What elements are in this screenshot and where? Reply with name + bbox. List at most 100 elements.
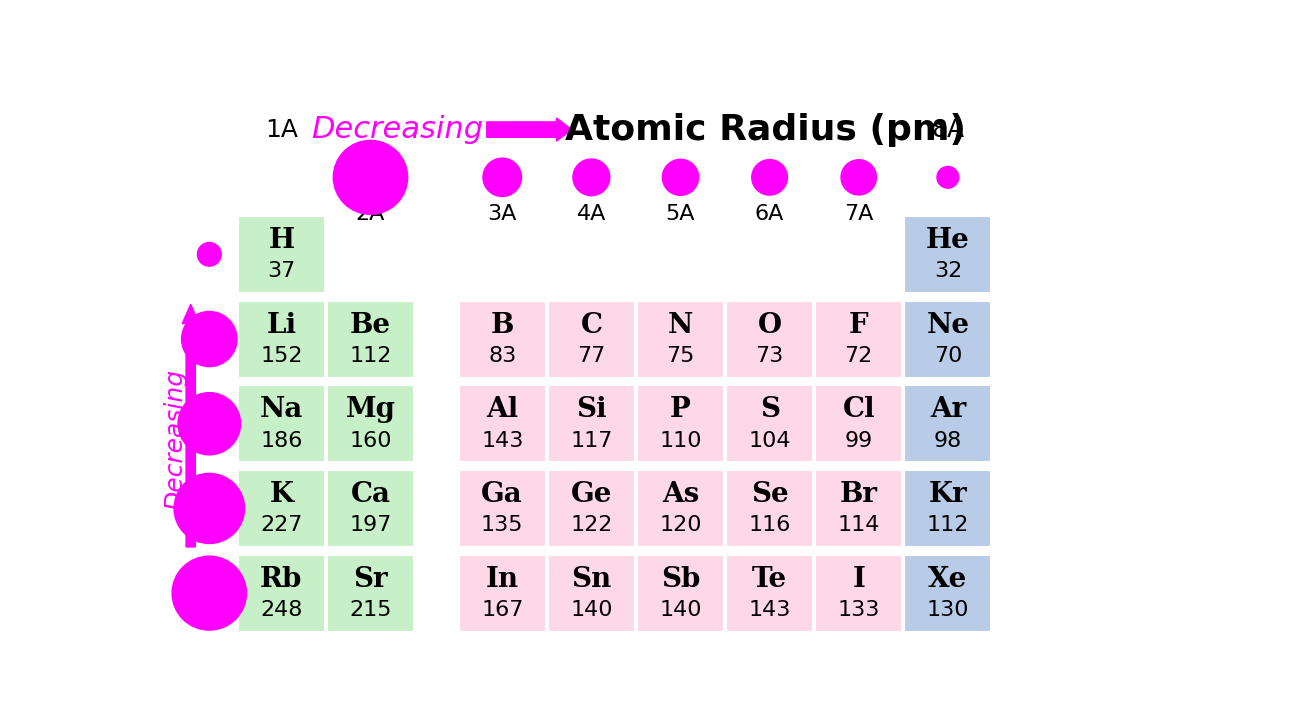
FancyBboxPatch shape (237, 385, 325, 462)
Text: 140: 140 (659, 600, 702, 620)
Text: 227: 227 (261, 515, 303, 535)
Text: Xe: Xe (929, 566, 968, 593)
Circle shape (197, 243, 221, 266)
Text: 120: 120 (659, 515, 702, 535)
FancyBboxPatch shape (328, 470, 414, 547)
Text: F: F (849, 312, 868, 339)
Text: 3A: 3A (488, 204, 517, 225)
FancyBboxPatch shape (726, 470, 813, 547)
FancyBboxPatch shape (904, 555, 991, 632)
FancyBboxPatch shape (815, 555, 902, 632)
Text: 140: 140 (570, 600, 613, 620)
Text: Decreasing: Decreasing (312, 115, 484, 144)
Circle shape (752, 160, 787, 195)
Text: 75: 75 (667, 346, 695, 366)
Text: 73: 73 (756, 346, 784, 366)
Text: 130: 130 (926, 600, 969, 620)
Text: 197: 197 (350, 515, 392, 535)
Text: 37: 37 (267, 261, 295, 281)
FancyBboxPatch shape (548, 555, 635, 632)
Text: Li: Li (266, 312, 297, 339)
Text: Cl: Cl (842, 396, 875, 423)
Text: As: As (662, 481, 699, 508)
Text: Se: Se (751, 481, 788, 508)
Text: Si: Si (577, 396, 606, 423)
Text: C: C (580, 312, 602, 339)
FancyArrow shape (182, 305, 199, 547)
FancyBboxPatch shape (459, 555, 546, 632)
Circle shape (174, 473, 245, 544)
Text: 215: 215 (350, 600, 392, 620)
FancyBboxPatch shape (726, 555, 813, 632)
Text: 186: 186 (261, 430, 303, 451)
Circle shape (937, 166, 958, 188)
Text: K: K (270, 481, 293, 508)
Text: Br: Br (840, 481, 877, 508)
Text: 99: 99 (845, 430, 873, 451)
Text: 160: 160 (350, 430, 392, 451)
FancyBboxPatch shape (548, 385, 635, 462)
Text: 116: 116 (748, 515, 791, 535)
Text: 248: 248 (261, 600, 303, 620)
Text: B: B (490, 312, 513, 339)
Text: 114: 114 (837, 515, 880, 535)
Text: N: N (668, 312, 693, 339)
Text: 98: 98 (934, 430, 962, 451)
FancyBboxPatch shape (904, 216, 991, 293)
Text: 143: 143 (748, 600, 791, 620)
Text: Ge: Ge (570, 481, 613, 508)
Text: Atomic Radius (pm): Atomic Radius (pm) (565, 113, 966, 147)
Text: P: P (670, 396, 691, 423)
Circle shape (172, 556, 246, 630)
FancyBboxPatch shape (459, 470, 546, 547)
Text: Ne: Ne (926, 312, 970, 339)
Text: 77: 77 (577, 346, 605, 366)
Text: 32: 32 (934, 261, 962, 281)
Text: Te: Te (752, 566, 787, 593)
Text: Al: Al (486, 396, 519, 423)
Circle shape (482, 158, 521, 196)
FancyBboxPatch shape (637, 470, 724, 547)
FancyBboxPatch shape (548, 300, 635, 377)
Circle shape (662, 159, 699, 196)
FancyBboxPatch shape (237, 216, 325, 293)
Text: Sb: Sb (660, 566, 700, 593)
Text: Na: Na (259, 396, 303, 423)
Circle shape (178, 393, 241, 455)
FancyBboxPatch shape (815, 385, 902, 462)
Text: 110: 110 (659, 430, 702, 451)
Circle shape (333, 140, 408, 214)
Text: He: He (926, 227, 970, 254)
FancyBboxPatch shape (328, 300, 414, 377)
FancyBboxPatch shape (459, 300, 546, 377)
Text: 2A: 2A (356, 204, 386, 225)
FancyArrow shape (486, 118, 571, 141)
Text: In: In (486, 566, 519, 593)
FancyBboxPatch shape (237, 555, 325, 632)
Text: Ar: Ar (930, 396, 966, 423)
Text: Be: Be (350, 312, 391, 339)
FancyBboxPatch shape (904, 300, 991, 377)
Text: O: O (757, 312, 782, 339)
FancyBboxPatch shape (726, 385, 813, 462)
Text: 112: 112 (350, 346, 392, 366)
Text: 6A: 6A (755, 204, 784, 225)
Text: S: S (760, 396, 779, 423)
Text: I: I (853, 566, 866, 593)
Text: 5A: 5A (666, 204, 695, 225)
Text: 72: 72 (845, 346, 873, 366)
FancyBboxPatch shape (328, 555, 414, 632)
FancyBboxPatch shape (328, 385, 414, 462)
FancyBboxPatch shape (637, 300, 724, 377)
Circle shape (182, 311, 237, 366)
FancyBboxPatch shape (548, 470, 635, 547)
Text: 143: 143 (481, 430, 524, 451)
FancyBboxPatch shape (904, 470, 991, 547)
Text: 4A: 4A (577, 204, 606, 225)
Circle shape (573, 159, 610, 196)
FancyBboxPatch shape (726, 300, 813, 377)
Text: 135: 135 (481, 515, 524, 535)
Text: Rb: Rb (261, 566, 303, 593)
FancyBboxPatch shape (904, 385, 991, 462)
FancyBboxPatch shape (459, 385, 546, 462)
